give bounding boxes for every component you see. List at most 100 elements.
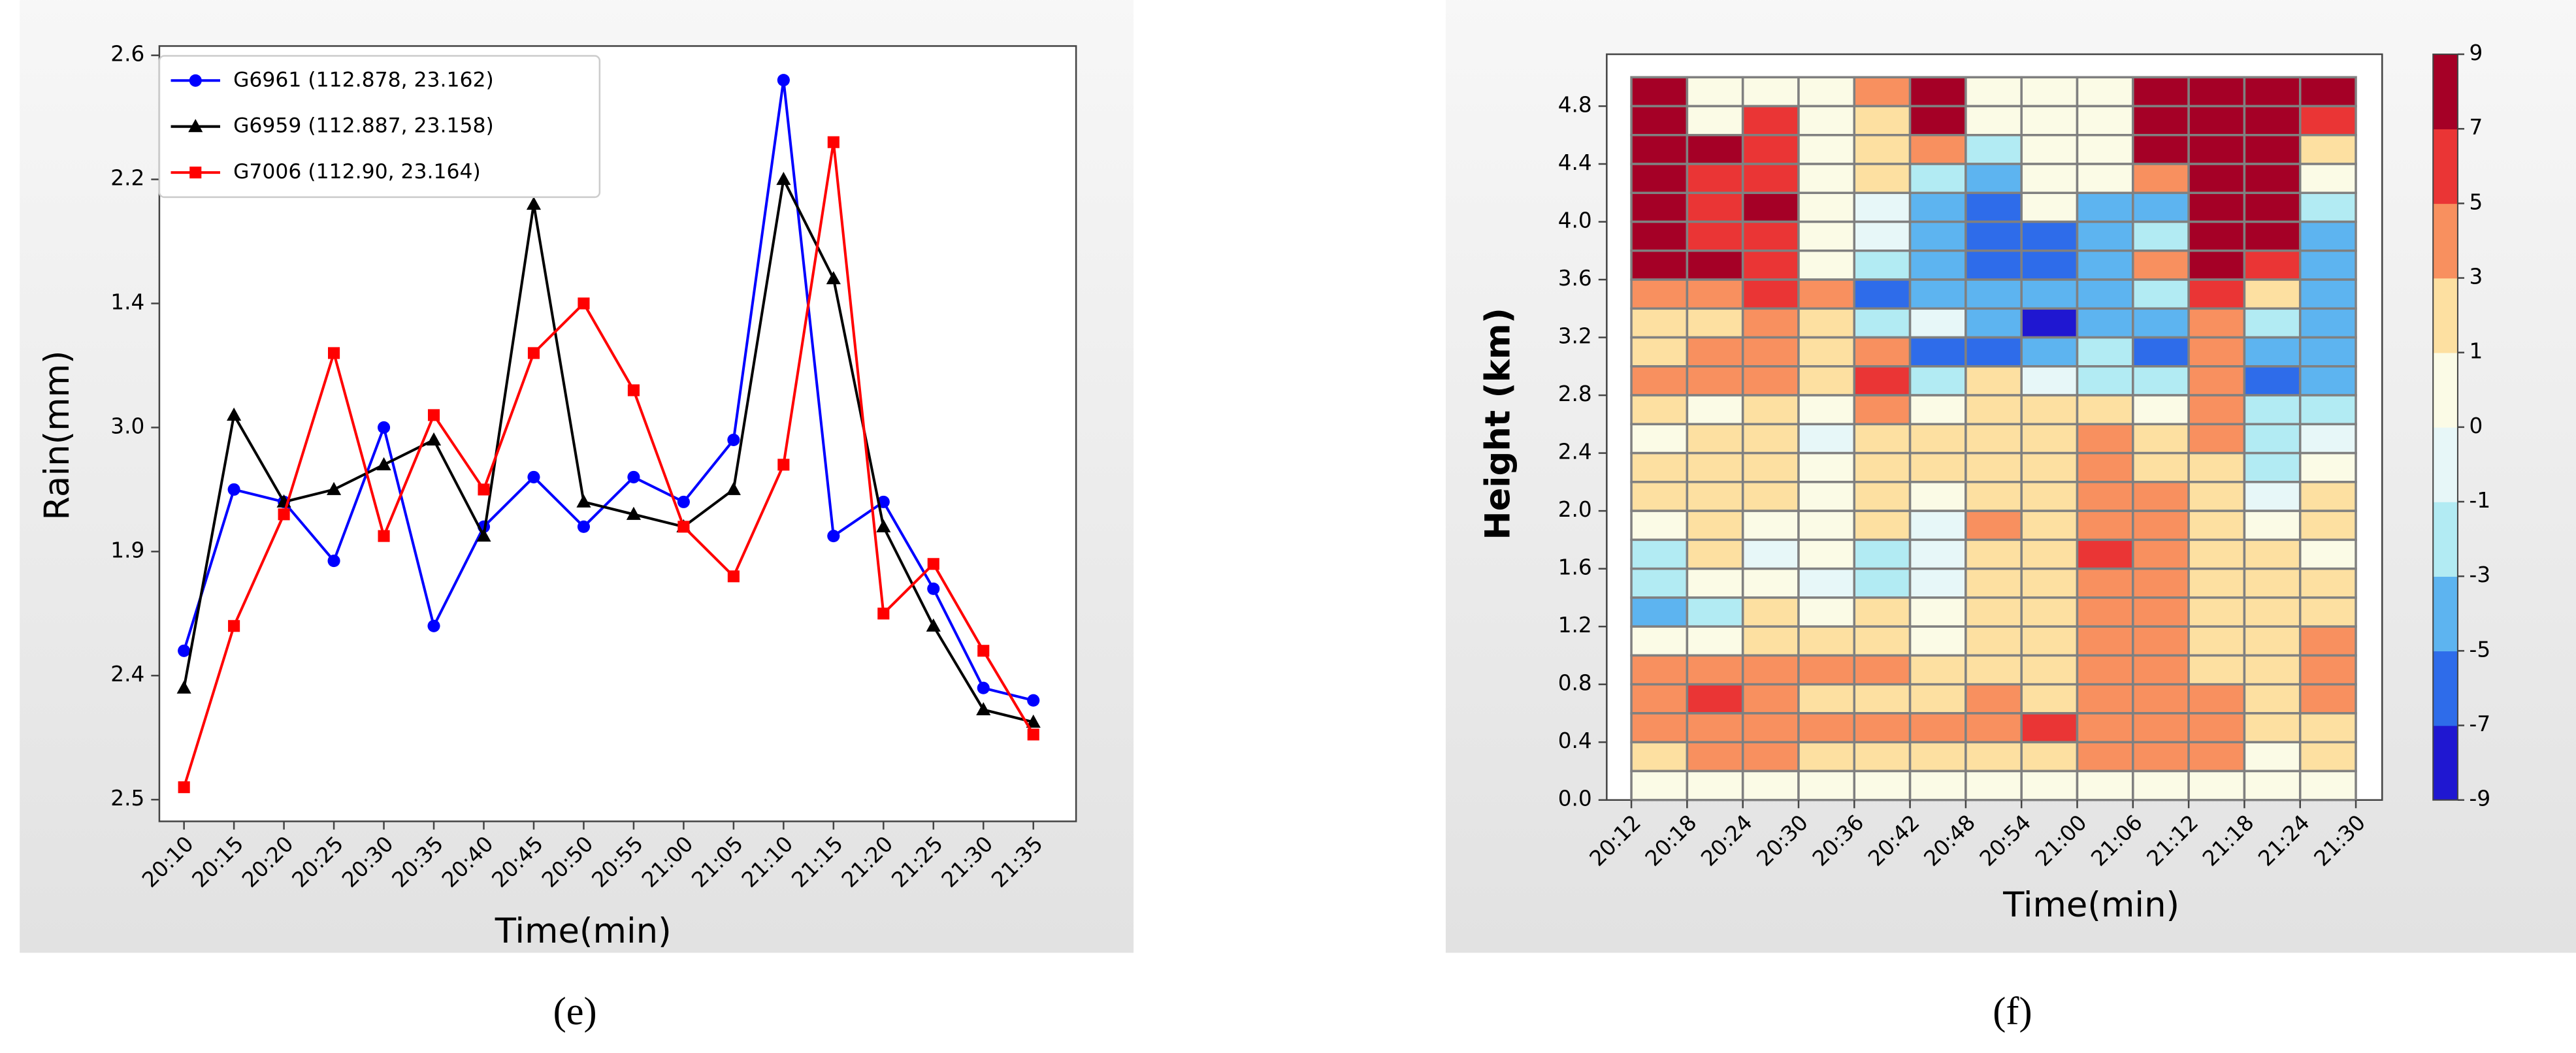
marker (278, 508, 290, 521)
heatmap-cell (2132, 481, 2190, 512)
heatmap-cell (1908, 278, 1967, 310)
marker (527, 347, 540, 359)
heatmap-cell (1630, 365, 1689, 397)
heatmap-cell (1686, 191, 1744, 223)
heatmap-cell (2076, 654, 2134, 686)
heatmap-cell (2132, 596, 2190, 628)
marker (327, 555, 340, 568)
y-tick-label: 4.4 (1558, 150, 1592, 175)
heatmap-cell (1630, 481, 1689, 512)
heatmap-cell (1741, 567, 1800, 599)
colorbar-swatch (2433, 203, 2458, 279)
heatmap-cell (2076, 278, 2134, 310)
heatmap-cell (2187, 712, 2246, 743)
heatmap-cell (1686, 683, 1744, 715)
marker (777, 459, 790, 471)
heatmap-cell (2243, 538, 2302, 570)
heatmap-cell (1797, 770, 1856, 802)
colorbar-swatch (2433, 725, 2458, 801)
colorbar-tick-label: -5 (2470, 637, 2491, 662)
heatmap-cell (2132, 510, 2190, 542)
heatmap-cell (2298, 596, 2357, 628)
heatmap-cell (1908, 220, 1967, 252)
y-tick-label: 1.9 (110, 538, 144, 562)
marker (1027, 694, 1040, 707)
heatmap-cell (1965, 596, 2023, 628)
heatmap-cell (1797, 365, 1856, 397)
heatmap-cell (1741, 250, 1800, 281)
colorbar-tick-label: -1 (2470, 488, 2491, 513)
heatmap-cell (1853, 770, 1912, 802)
heatmap-cell (1908, 683, 1967, 715)
heatmap-cell (2298, 481, 2357, 512)
heatmap-cell (1853, 481, 1912, 512)
colorbar-swatch (2433, 651, 2458, 726)
legend-label: G7006 (112.90, 23.164) (233, 160, 481, 184)
heatmap-cell (1630, 163, 1689, 195)
heatmap-cell (1908, 481, 1967, 512)
heatmap-cell (1908, 596, 1967, 628)
caption: (e) (553, 990, 597, 1033)
heatmap-cell (1853, 510, 1912, 542)
heatmap-cell (2298, 654, 2357, 686)
heatmap-cell (2298, 336, 2357, 368)
heatmap-cell (2132, 451, 2190, 483)
heatmap-cell (2298, 423, 2357, 455)
heatmap-cell (1965, 336, 2023, 368)
heatmap-cell (1797, 596, 1856, 628)
heatmap-cell (1853, 741, 1912, 773)
heatmap-cell (2076, 567, 2134, 599)
heatmap-cell (2132, 654, 2190, 686)
heatmap-cell (1965, 250, 2023, 281)
heatmap-cell (1630, 278, 1689, 310)
heatmap-cell (2020, 250, 2079, 281)
marker (188, 119, 203, 133)
marker (777, 74, 790, 87)
heatmap-cell (2298, 191, 2357, 223)
heatmap-cell (1908, 770, 1967, 802)
series-line (182, 80, 1034, 702)
heatmap-cell (2076, 133, 2134, 165)
heatmap-cell (1853, 567, 1912, 599)
heatmap-cell (1908, 307, 1967, 339)
heatmap-cell (2243, 712, 2302, 743)
heatmap-cell (1797, 481, 1856, 512)
heatmap-cell (2076, 105, 2134, 137)
heatmap-cell (2076, 423, 2134, 455)
heatmap-cell (2076, 191, 2134, 223)
heatmap-cell (1797, 625, 1856, 657)
marker (827, 530, 840, 543)
y-tick-label: 2.2 (110, 166, 144, 191)
heatmap-cell (2132, 336, 2190, 368)
heatmap-cell (1741, 163, 1800, 195)
heatmap-cell (2243, 220, 2302, 252)
heatmap-cell (1853, 250, 1912, 281)
marker (178, 644, 191, 657)
heatmap-cell (1965, 105, 2023, 137)
colorbar-tick-label: -7 (2470, 712, 2491, 737)
heatmap-cell (2298, 683, 2357, 715)
heatmap-cell (2243, 510, 2302, 542)
heatmap-cell (2132, 307, 2190, 339)
heatmap-cell (2298, 278, 2357, 310)
heatmap-cell (1741, 423, 1800, 455)
heatmap-cell (1686, 770, 1744, 802)
y-tick-label: 1.2 (1558, 613, 1592, 638)
heatmap-cell (1965, 654, 2023, 686)
heatmap-cell (2298, 133, 2357, 165)
marker (227, 483, 240, 496)
caption: (f) (1993, 990, 2032, 1033)
heatmap-cell (1853, 423, 1912, 455)
heatmap-cell (2132, 423, 2190, 455)
marker (876, 519, 891, 532)
heatmap-cell (2076, 481, 2134, 512)
heatmap-cell (2243, 654, 2302, 686)
marker (426, 432, 442, 446)
colorbar-swatch (2433, 502, 2458, 577)
y-tick-label: 2.4 (1558, 440, 1592, 464)
marker (1026, 714, 1041, 728)
heatmap-cell (2132, 538, 2190, 570)
heatmap-cell (1686, 596, 1744, 628)
heatmap-cell (2243, 567, 2302, 599)
heatmap-cell (1908, 625, 1967, 657)
